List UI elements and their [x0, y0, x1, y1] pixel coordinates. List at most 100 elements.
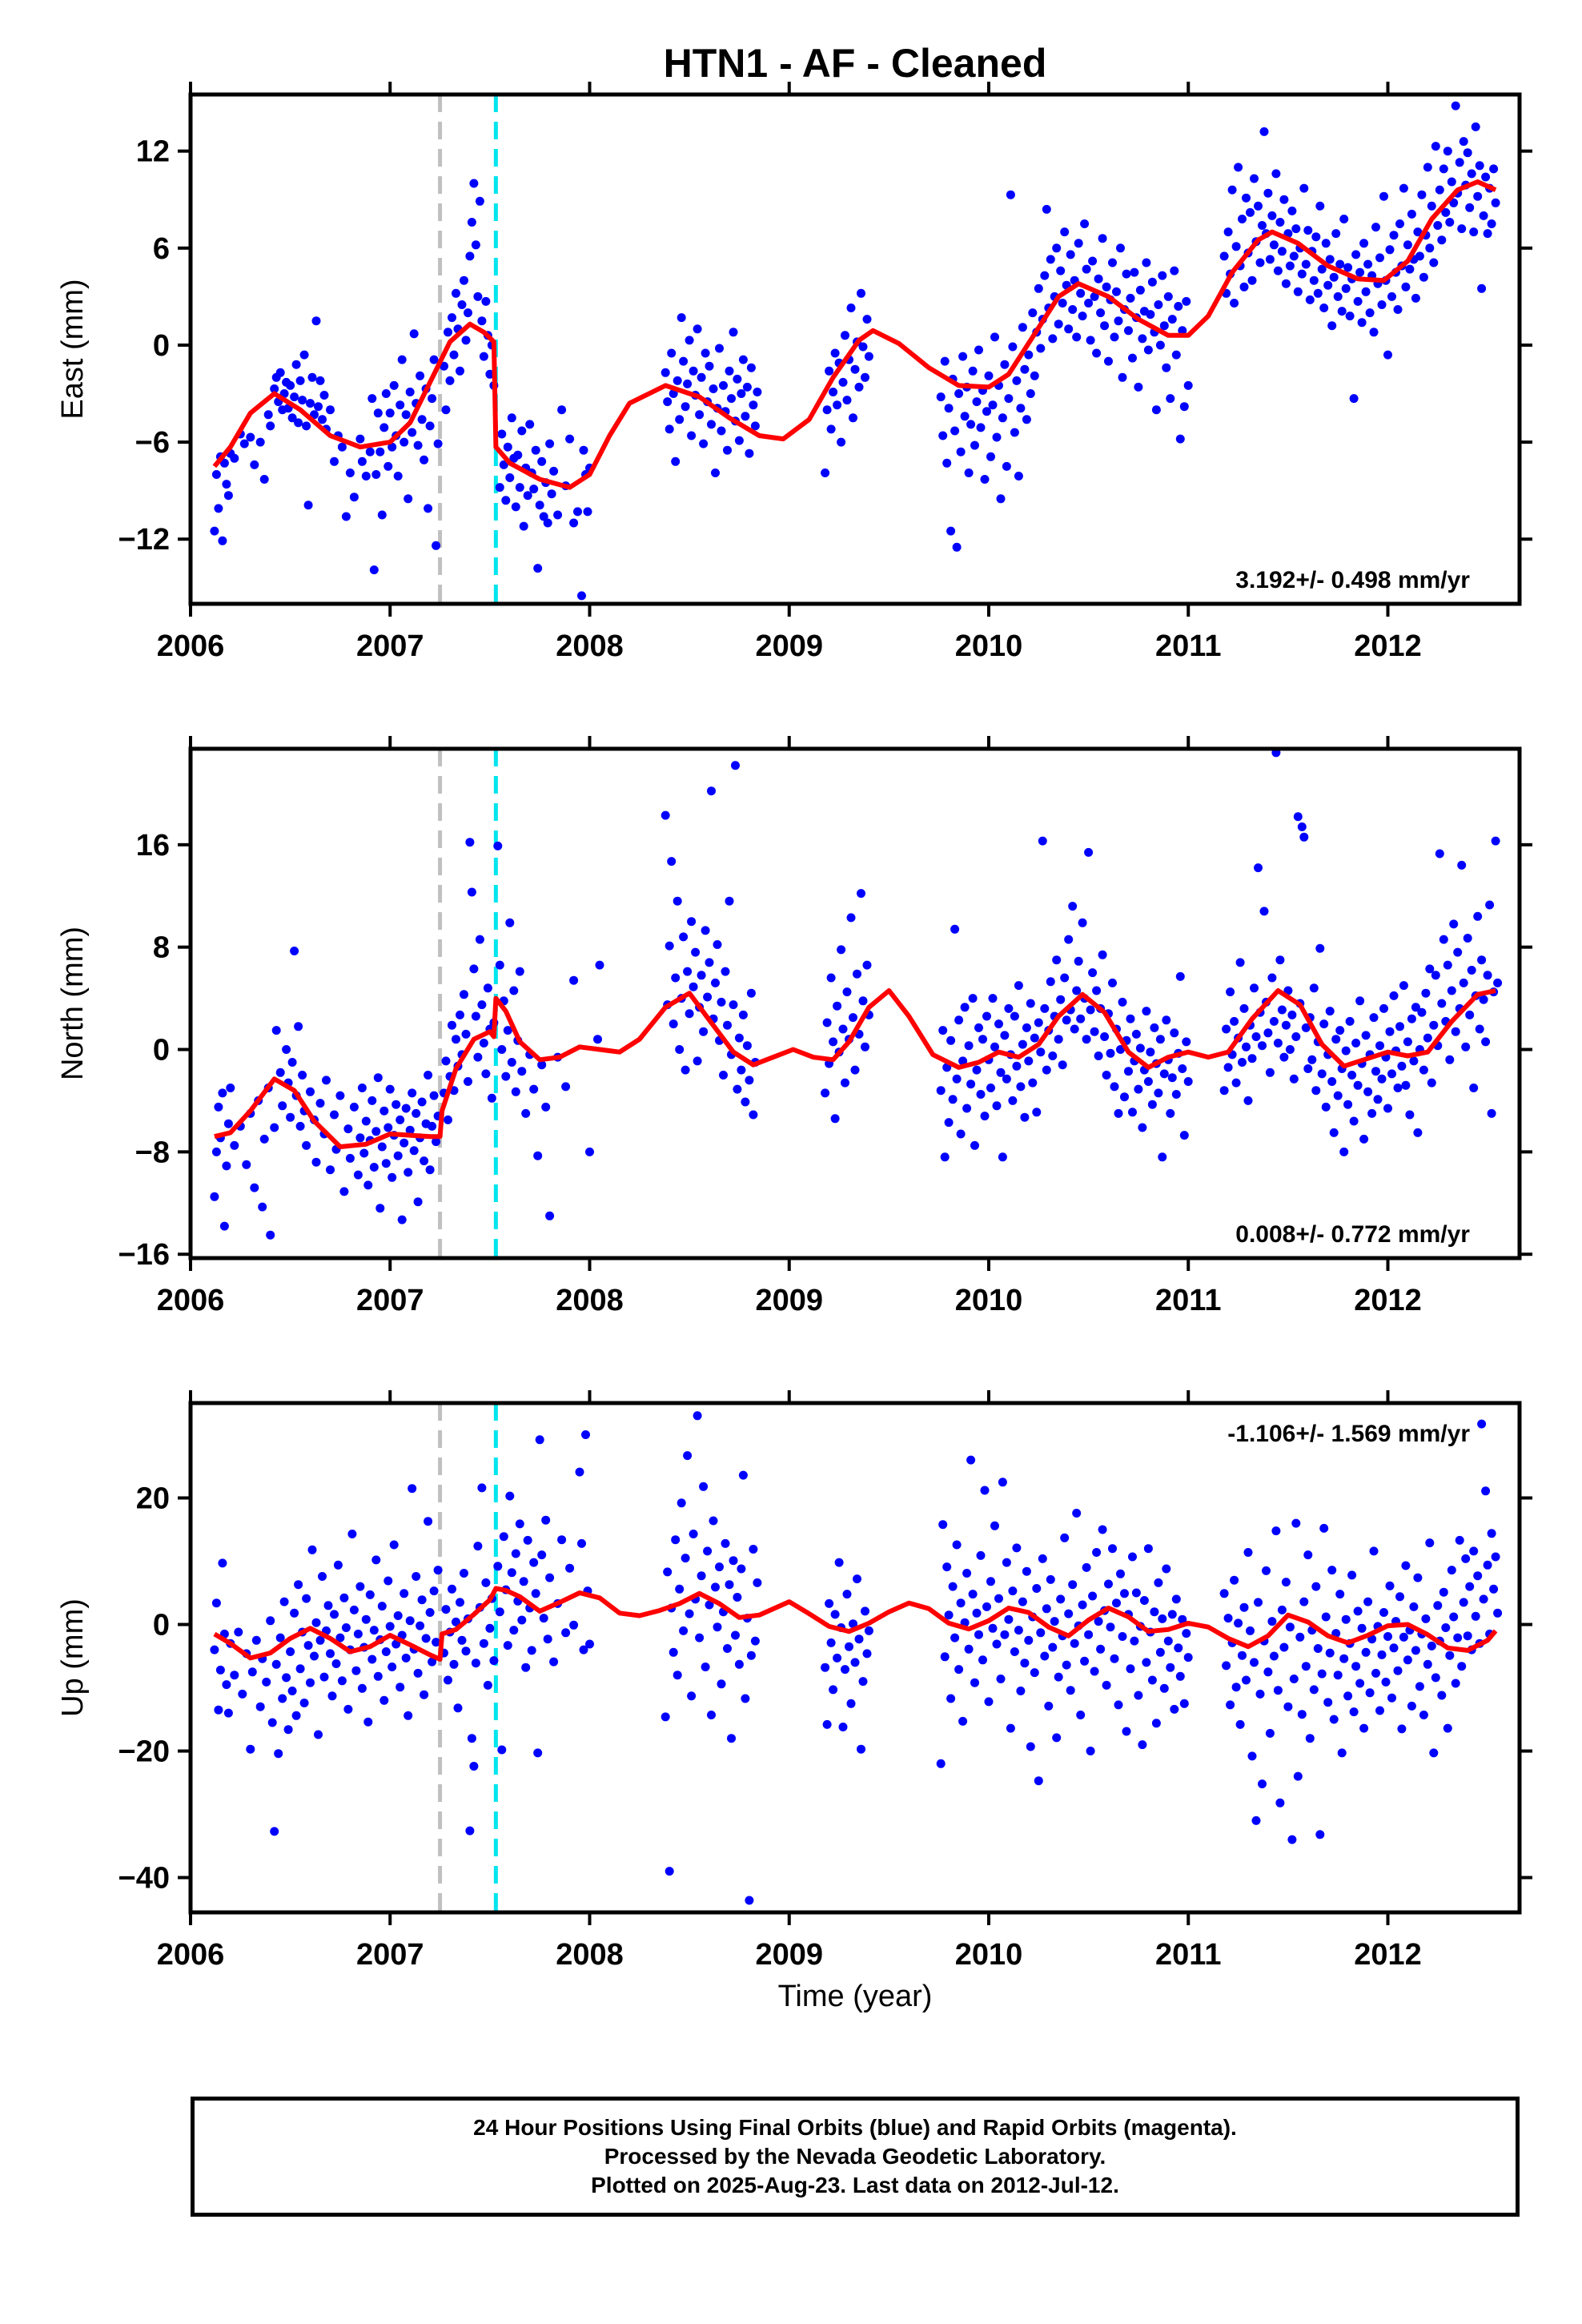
data-point: [355, 1582, 365, 1591]
data-point: [1361, 1031, 1371, 1040]
data-point: [1238, 1058, 1247, 1067]
data-point: [1335, 1590, 1345, 1599]
data-point: [1431, 1673, 1440, 1683]
data-point: [1078, 918, 1087, 927]
data-point: [1046, 1574, 1055, 1584]
plot-frame: [188, 92, 1522, 606]
data-point: [1425, 1538, 1435, 1548]
data-point: [1076, 1711, 1086, 1719]
data-point: [1254, 1598, 1263, 1607]
data-point: [841, 1665, 849, 1675]
data-point: [729, 1556, 738, 1566]
data-point: [389, 1540, 399, 1550]
data-point: [962, 1104, 972, 1113]
data-point: [1166, 394, 1175, 404]
data-point: [733, 374, 742, 384]
data-point: [1319, 1019, 1329, 1029]
data-point: [1393, 1084, 1403, 1092]
data-point: [821, 1663, 830, 1672]
data-point: [1489, 164, 1499, 174]
data-point: [521, 1108, 531, 1118]
data-point: [711, 1582, 720, 1592]
data-point: [479, 1638, 488, 1648]
data-point: [1409, 1602, 1419, 1611]
data-point: [996, 1068, 1006, 1077]
data-point: [377, 1142, 387, 1152]
data-point: [1281, 1020, 1291, 1030]
data-point: [295, 1121, 305, 1131]
data-point: [1477, 283, 1487, 293]
data-point: [1046, 255, 1055, 264]
data-point: [1435, 185, 1444, 195]
data-point: [1006, 190, 1015, 199]
data-point: [266, 1616, 275, 1626]
data-point: [219, 1221, 229, 1231]
data-point: [1337, 307, 1347, 316]
data-point: [723, 445, 732, 455]
data-point: [1175, 971, 1185, 981]
data-point: [737, 1564, 746, 1574]
data-point: [1263, 188, 1273, 198]
data-point: [1258, 1041, 1267, 1051]
data-point: [1004, 394, 1014, 404]
data-point: [1048, 334, 1058, 344]
data-point: [1159, 1683, 1169, 1693]
data-point: [1010, 1011, 1019, 1021]
data-point: [1024, 1056, 1034, 1066]
data-point: [385, 1622, 395, 1631]
data-point: [1309, 983, 1319, 993]
data-point: [1239, 1003, 1249, 1013]
data-point: [318, 1572, 327, 1581]
data-point: [1018, 323, 1027, 332]
data-point: [1371, 1067, 1380, 1076]
data-point: [1235, 1719, 1245, 1729]
data-point: [1349, 1116, 1359, 1126]
data-point: [1094, 1617, 1103, 1626]
data-point: [306, 1678, 315, 1687]
data-point: [689, 1530, 698, 1538]
data-point: [1014, 472, 1023, 480]
data-point: [711, 468, 720, 477]
data-point: [1179, 402, 1189, 412]
data-point: [343, 1124, 353, 1134]
data-point: [950, 924, 960, 934]
data-point: [1258, 1779, 1267, 1789]
data-point: [1102, 282, 1111, 292]
data-point: [1413, 227, 1423, 237]
data-point: [1112, 287, 1121, 296]
data-point: [373, 1073, 383, 1083]
data-point: [1094, 1051, 1103, 1060]
data-point: [397, 355, 407, 364]
data-point: [1327, 1566, 1337, 1575]
data-point: [1401, 1080, 1411, 1090]
data-point: [699, 439, 709, 448]
data-point: [375, 1204, 385, 1213]
data-point: [1143, 1544, 1153, 1554]
data-point: [266, 421, 275, 431]
data-point: [968, 366, 978, 376]
x-tick-label: 2007: [356, 1284, 424, 1317]
data-point: [1223, 227, 1233, 237]
data-point: [673, 376, 682, 385]
data-point: [303, 1641, 313, 1651]
data-point: [1182, 1629, 1191, 1638]
data-point: [1403, 240, 1412, 250]
data-point: [1283, 1702, 1293, 1711]
data-point: [1377, 1074, 1387, 1084]
data-point: [1250, 983, 1259, 993]
data-point: [404, 1711, 413, 1720]
data-point: [537, 456, 547, 466]
data-point: [1389, 1643, 1399, 1653]
data-point: [1459, 1598, 1468, 1607]
data-point: [489, 1656, 499, 1666]
data-point: [1167, 1610, 1177, 1619]
data-point: [405, 388, 415, 396]
data-point: [734, 1659, 744, 1669]
data-point: [1014, 981, 1023, 991]
data-point: [549, 466, 559, 476]
data-point: [1128, 1108, 1137, 1117]
data-point: [681, 1065, 690, 1075]
data-point: [429, 1091, 439, 1100]
y-tick-label: −20: [118, 1735, 170, 1769]
data-point: [223, 491, 233, 501]
